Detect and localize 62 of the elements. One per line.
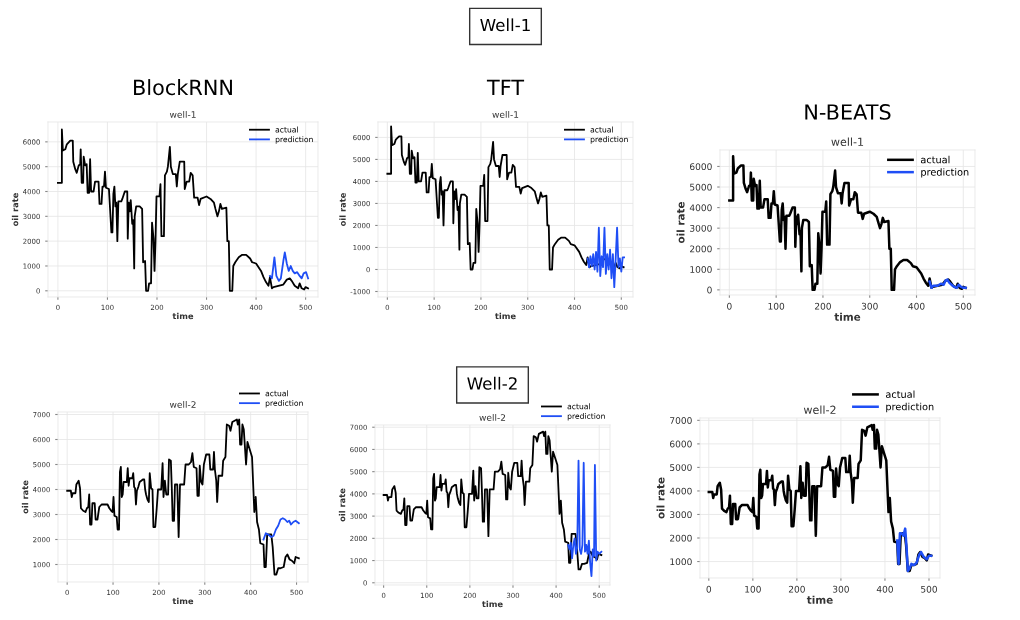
chart-subtitle: well-1 [492, 110, 519, 118]
line-series [586, 226, 626, 288]
legend-label: actual [885, 390, 915, 398]
line-series [928, 278, 967, 290]
x-axis-title: time [172, 312, 194, 320]
y-axis-title: oil rate [656, 477, 665, 519]
chart-subtitle: well-2 [169, 400, 196, 408]
x-axis-title: time [482, 600, 503, 608]
line-series [896, 527, 933, 573]
y-axis-title: oil rate [339, 193, 346, 226]
x-axis-title: time [834, 312, 861, 321]
x-axis-title: time [172, 597, 194, 605]
legend-label: actual [920, 155, 950, 164]
line-series [728, 154, 967, 292]
x-tick-label: 400 [908, 302, 925, 310]
legend-label: prediction [886, 402, 934, 413]
y-tick-label: 1000 [690, 266, 712, 273]
y-tick-label: 6000 [690, 163, 712, 171]
y-tick-label: 6000 [670, 440, 692, 448]
x-axis-title: time [495, 312, 516, 320]
chart-subtitle: well-1 [831, 137, 864, 146]
chart-subtitle: well-1 [169, 110, 196, 118]
x-tick-label: 200 [788, 585, 805, 593]
chart-subtitle: well-2 [803, 405, 836, 414]
y-tick-label: 5000 [670, 464, 692, 471]
y-tick-label: 3000 [670, 511, 692, 519]
y-tick-label: 2000 [690, 245, 712, 253]
y-axis-title: oil rate [11, 193, 19, 226]
legend-label: prediction [921, 168, 969, 178]
x-axis-title: time [806, 595, 833, 604]
x-tick-label: 300 [832, 585, 849, 593]
y-axis-title: oil rate [338, 488, 346, 522]
x-tick-label: 100 [745, 585, 761, 593]
line-series [567, 459, 603, 578]
y-tick-label: 7000 [670, 417, 692, 424]
x-tick-label: 300 [861, 302, 878, 310]
line-series [269, 251, 309, 282]
line-series [382, 430, 603, 571]
x-tick-label: 200 [814, 302, 831, 310]
y-axis-title: oil rate [676, 201, 685, 244]
chart-title: N-BEATS [805, 104, 891, 120]
x-tick-label: 500 [921, 585, 938, 593]
line-series [262, 517, 300, 541]
x-tick-label: 400 [876, 585, 893, 593]
y-tick-label: 0 [707, 286, 712, 294]
y-tick-label: 4000 [669, 487, 692, 495]
text: Well-2 [467, 376, 517, 390]
chart-title: TFT [486, 79, 525, 95]
x-tick-label: 500 [955, 302, 972, 310]
y-tick-label: 3000 [690, 224, 712, 232]
chart-subtitle: well-2 [479, 413, 506, 421]
line-series [707, 423, 933, 573]
y-axis-title: oil rate [21, 480, 29, 514]
x-tick-label: 0 [727, 302, 732, 310]
x-tick-label: 100 [768, 302, 785, 310]
line-series [66, 418, 300, 576]
chart-title: BlockRNN [134, 79, 232, 96]
y-tick-label: 1000 [670, 558, 692, 566]
y-tick-label: 4000 [689, 204, 712, 212]
y-tick-label: 5000 [690, 183, 712, 191]
y-tick-label: 2000 [670, 534, 692, 542]
text: Well-1 [480, 18, 530, 32]
